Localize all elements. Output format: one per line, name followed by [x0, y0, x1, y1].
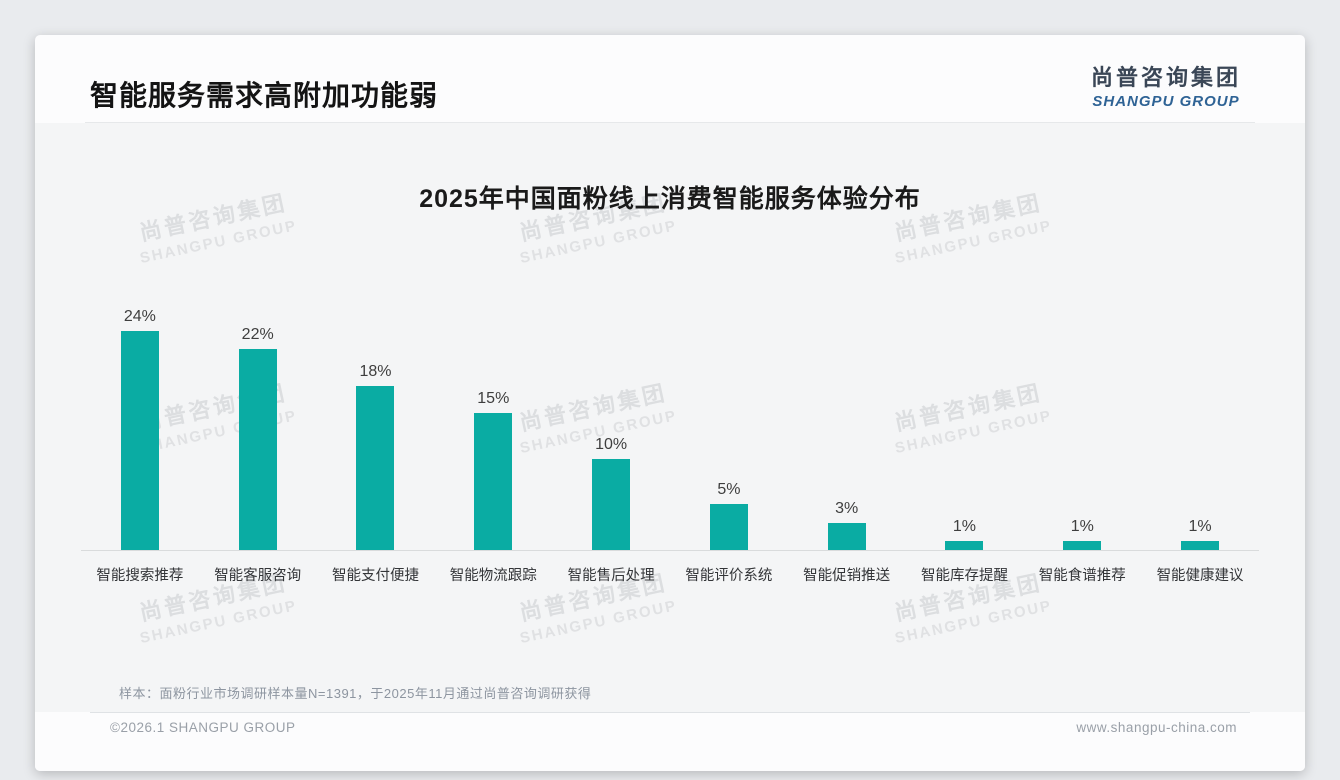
- category-label: 智能客服咨询: [214, 568, 302, 584]
- x-axis-labels: 智能搜索推荐 智能客服咨询 智能支付便捷 智能物流跟踪 智能售后处理 智能评价系统 智能促销…: [81, 552, 1259, 585]
- watermark-english-text: SHANGPU GROUP: [138, 217, 299, 268]
- watermark-english-text: SHANGPU GROUP: [518, 217, 679, 268]
- bar: [592, 459, 631, 550]
- sample-note: 样本：面粉行业市场调研样本量N=1391，于2025年11月通过尚普咨询调研获得: [119, 686, 592, 701]
- bar: [356, 386, 395, 550]
- bar: [120, 331, 159, 550]
- bar-slot: 24%: [81, 291, 199, 550]
- bar: [238, 349, 277, 550]
- slide-card: 智能服务需求高附加功能弱 尚普咨询集团 SHANGPU GROUP 尚普咨询集团…: [35, 35, 1305, 771]
- watermark-english-text: SHANGPU GROUP: [893, 217, 1054, 268]
- bar-slot: 1%: [906, 291, 1024, 550]
- bar-value-label: 18%: [359, 363, 392, 380]
- header-divider: [85, 122, 1255, 123]
- bar: [827, 523, 866, 550]
- category-label: 智能评价系统: [685, 568, 773, 584]
- chart-section: 尚普咨询集团 SHANGPU GROUP 尚普咨询集团 SHANGPU GROUP 尚普…: [35, 123, 1305, 712]
- plot-area: 24% 22% 18% 15% 10% 5% 3% 1% 1% 1%: [81, 291, 1259, 551]
- copyright-text: ©2026.1 SHANGPU GROUP: [110, 720, 296, 735]
- bar-value-label: 1%: [1070, 518, 1094, 535]
- bar-value-label: 22%: [241, 326, 274, 343]
- watermark-english-text: SHANGPU GROUP: [518, 597, 679, 648]
- category-label: 智能售后处理: [567, 568, 655, 584]
- category-label: 智能物流跟踪: [449, 568, 537, 584]
- bar: [1181, 541, 1220, 550]
- bar-slot: 10%: [552, 291, 670, 550]
- chart-title: 2025年中国面粉线上消费智能服务体验分布: [419, 185, 921, 213]
- bar-value-label: 15%: [477, 390, 510, 407]
- bar-slot: 15%: [434, 291, 552, 550]
- category-label: 智能促销推送: [803, 568, 891, 584]
- bar: [474, 413, 513, 550]
- page-title: 智能服务需求高附加功能弱: [90, 80, 439, 111]
- bar-value-label: 24%: [123, 308, 156, 325]
- bar-slot: 1%: [1141, 291, 1259, 550]
- bar-slot: 22%: [199, 291, 317, 550]
- category-label: 智能食谱推荐: [1038, 568, 1126, 584]
- bar-slot: 18%: [317, 291, 435, 550]
- logo-chinese-text: 尚普咨询集团: [1090, 65, 1241, 90]
- website-url: www.shangpu-china.com: [1076, 720, 1237, 735]
- watermark-english-text: SHANGPU GROUP: [138, 597, 299, 648]
- bar-value-label: 1%: [952, 518, 977, 535]
- bar-value-label: 3%: [835, 500, 859, 517]
- bar-slot: 3%: [788, 291, 906, 550]
- bar: [945, 541, 984, 550]
- bar: [1063, 541, 1102, 550]
- category-label: 智能库存提醒: [920, 568, 1008, 584]
- bar: [709, 504, 748, 550]
- logo-english-text: SHANGPU GROUP: [1092, 93, 1240, 110]
- bar-slot: 1%: [1023, 291, 1141, 550]
- bottom-bar: ©2026.1 SHANGPU GROUP www.shangpu-china.…: [35, 713, 1305, 771]
- watermark-english-text: SHANGPU GROUP: [893, 597, 1054, 648]
- bar-value-label: 10%: [595, 436, 628, 453]
- category-label: 智能健康建议: [1156, 568, 1244, 584]
- category-label: 智能支付便捷: [331, 568, 419, 584]
- company-logo: 尚普咨询集团 SHANGPU GROUP: [1091, 60, 1241, 110]
- bar-slot: 5%: [670, 291, 788, 550]
- bar-value-label: 1%: [1188, 518, 1212, 535]
- footer-divider: [90, 712, 1250, 713]
- category-label: 智能搜索推荐: [96, 568, 184, 584]
- bar-value-label: 5%: [717, 481, 741, 498]
